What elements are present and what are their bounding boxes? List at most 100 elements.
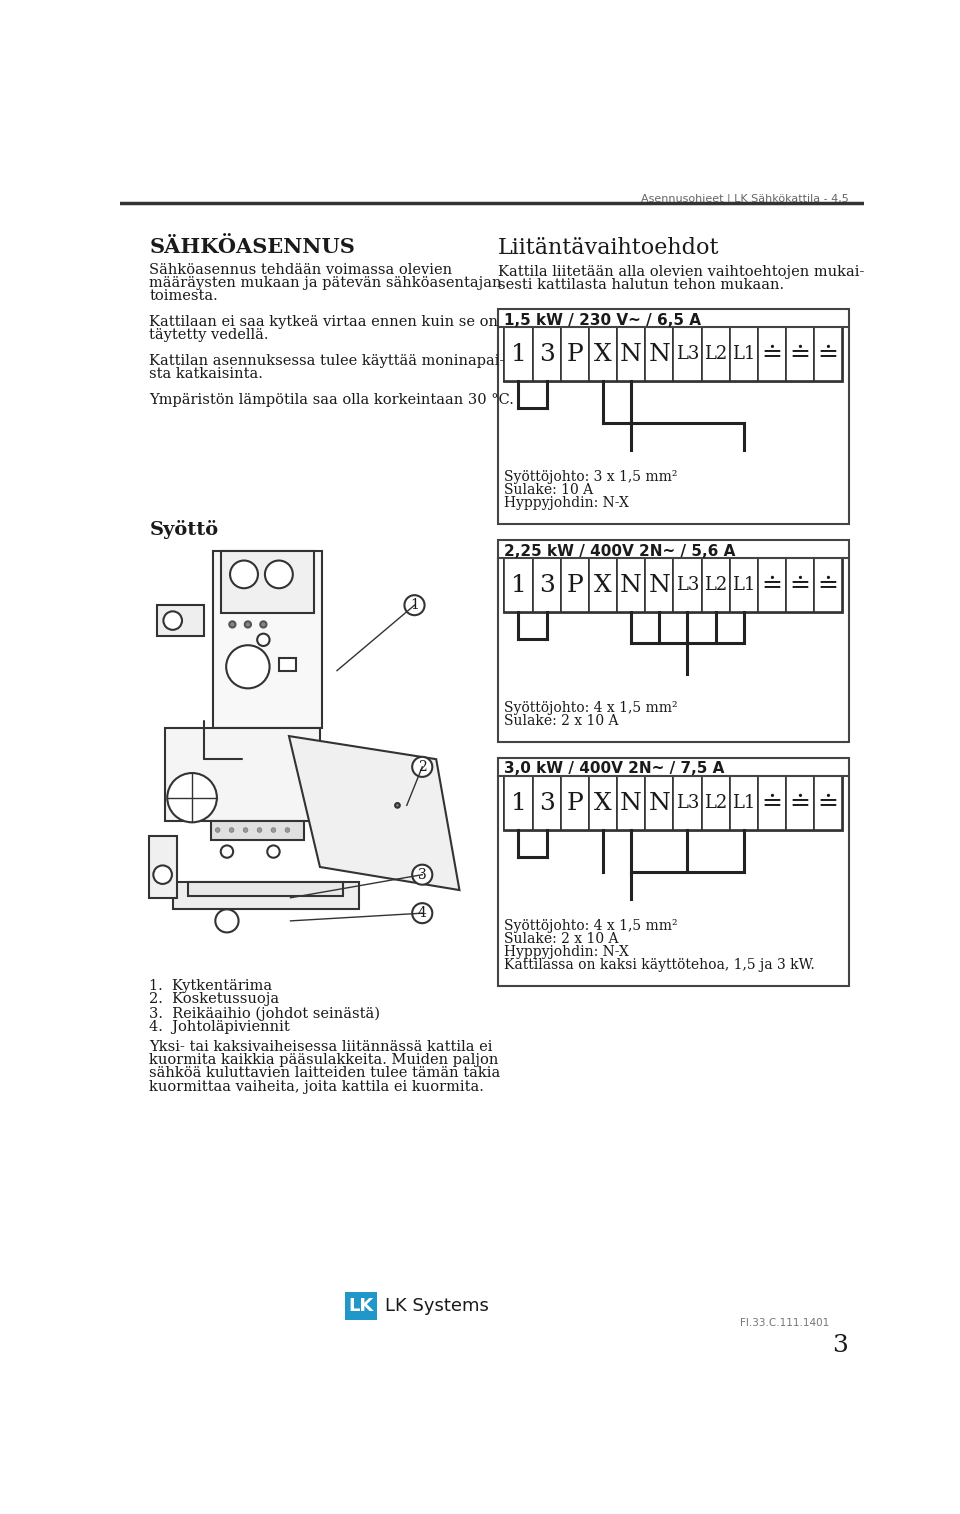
Circle shape (412, 904, 432, 924)
Bar (673, 327, 702, 382)
Bar (757, 327, 786, 382)
Circle shape (271, 828, 276, 833)
Text: LK: LK (348, 1297, 373, 1314)
Bar (617, 327, 645, 382)
Bar (504, 327, 533, 382)
Text: 2: 2 (418, 760, 426, 774)
Text: 3: 3 (539, 574, 555, 597)
Circle shape (154, 866, 172, 884)
Bar (561, 327, 588, 382)
Text: ≐: ≐ (761, 792, 782, 815)
Bar (533, 327, 561, 382)
Bar (173, 883, 359, 910)
Text: 3: 3 (418, 868, 426, 881)
Bar (213, 551, 322, 728)
Text: L2: L2 (704, 793, 728, 812)
Bar (533, 777, 561, 830)
Text: L3: L3 (676, 577, 699, 593)
Circle shape (257, 634, 270, 646)
Text: ≐: ≐ (789, 574, 810, 597)
Bar (814, 327, 842, 382)
Bar (645, 327, 673, 382)
Polygon shape (289, 736, 460, 890)
Text: Kattilassa on kaksi käyttötehoa, 1,5 ja 3 kW.: Kattilassa on kaksi käyttötehoa, 1,5 ja … (504, 958, 815, 972)
Circle shape (230, 560, 258, 589)
Circle shape (227, 645, 270, 689)
Bar (504, 327, 842, 382)
Bar (617, 777, 645, 830)
Text: N: N (648, 342, 670, 366)
Text: L3: L3 (676, 345, 699, 363)
Circle shape (412, 864, 432, 884)
Text: 1.  Kytkentärima: 1. Kytkentärima (150, 978, 273, 993)
Text: L3: L3 (676, 793, 699, 812)
Bar (786, 777, 814, 830)
Text: 1: 1 (511, 342, 526, 366)
Text: N: N (620, 342, 642, 366)
Bar (645, 559, 673, 612)
Bar (498, 309, 849, 524)
Circle shape (245, 621, 251, 627)
Text: Syöttöjohto: 4 x 1,5 mm²: Syöttöjohto: 4 x 1,5 mm² (504, 919, 678, 933)
Text: 3: 3 (539, 792, 555, 815)
Text: 3,0 kW / 400V 2N~ / 7,5 A: 3,0 kW / 400V 2N~ / 7,5 A (504, 762, 725, 777)
Bar (757, 559, 786, 612)
Text: määräysten mukaan ja pätevän sähköasentajan: määräysten mukaan ja pätevän sähköasenta… (150, 276, 502, 289)
Text: 1: 1 (511, 574, 526, 597)
Circle shape (267, 845, 279, 858)
Text: Syöttöjohto: 4 x 1,5 mm²: Syöttöjohto: 4 x 1,5 mm² (504, 701, 678, 715)
Circle shape (404, 595, 424, 615)
Text: Sulake: 10 A: Sulake: 10 A (504, 483, 593, 497)
Bar (673, 777, 702, 830)
Text: N: N (620, 574, 642, 597)
Bar (561, 559, 588, 612)
Text: kuormita kaikkia pääsulakkeita. Muiden paljon: kuormita kaikkia pääsulakkeita. Muiden p… (150, 1054, 499, 1067)
Text: Kattilan asennuksessa tulee käyttää moninapai-: Kattilan asennuksessa tulee käyttää moni… (150, 354, 505, 368)
Text: Yksi- tai kaksivaiheisessa liitännässä kattila ei: Yksi- tai kaksivaiheisessa liitännässä k… (150, 1040, 492, 1054)
Bar (504, 559, 533, 612)
Text: Syöttöjohto: 3 x 1,5 mm²: Syöttöjohto: 3 x 1,5 mm² (504, 469, 678, 483)
Text: 1: 1 (410, 598, 419, 612)
Bar (730, 559, 757, 612)
Circle shape (243, 828, 248, 833)
Text: ≐: ≐ (818, 792, 839, 815)
Bar (786, 559, 814, 612)
Text: L1: L1 (732, 793, 756, 812)
Bar (157, 606, 204, 636)
Text: Ympäristön lämpötila saa olla korkeintaan 30 °C.: Ympäristön lämpötila saa olla korkeintaa… (150, 394, 515, 407)
Text: kuormittaa vaiheita, joita kattila ei kuormita.: kuormittaa vaiheita, joita kattila ei ku… (150, 1079, 485, 1093)
Text: ≐: ≐ (818, 574, 839, 597)
Text: X: X (594, 792, 612, 815)
Text: L2: L2 (704, 345, 728, 363)
Bar (278, 657, 296, 671)
Text: N: N (620, 792, 642, 815)
Bar (617, 559, 645, 612)
Text: sta katkaisinta.: sta katkaisinta. (150, 368, 263, 382)
Bar (645, 777, 673, 830)
Text: X: X (594, 342, 612, 366)
Bar (150, 836, 177, 898)
Text: P: P (566, 574, 583, 597)
Text: Syöttö: Syöttö (150, 521, 219, 539)
Bar (211, 821, 304, 840)
Text: Liitäntävaihtoehdot: Liitäntävaihtoehdot (498, 238, 720, 259)
Bar (221, 551, 314, 613)
Circle shape (229, 828, 234, 833)
Text: 3: 3 (539, 342, 555, 366)
Text: Sulake: 2 x 10 A: Sulake: 2 x 10 A (504, 713, 619, 728)
Circle shape (215, 910, 239, 933)
Text: toimesta.: toimesta. (150, 289, 218, 303)
Text: ≐: ≐ (761, 574, 782, 597)
Text: 4.  Johtoläpiviennit: 4. Johtoläpiviennit (150, 1020, 290, 1034)
Circle shape (163, 612, 182, 630)
Text: ≐: ≐ (789, 792, 810, 815)
Circle shape (257, 828, 262, 833)
Text: N: N (648, 792, 670, 815)
Text: Kattila liitetään alla olevien vaihtoehtojen mukai-: Kattila liitetään alla olevien vaihtoeht… (498, 265, 865, 279)
Bar (814, 559, 842, 612)
Text: 3.  Reikäaihio (johdot seinästä): 3. Reikäaihio (johdot seinästä) (150, 1007, 380, 1020)
Circle shape (285, 828, 290, 833)
Bar (702, 559, 730, 612)
Bar (561, 777, 588, 830)
Text: täytetty vedellä.: täytetty vedellä. (150, 329, 269, 342)
